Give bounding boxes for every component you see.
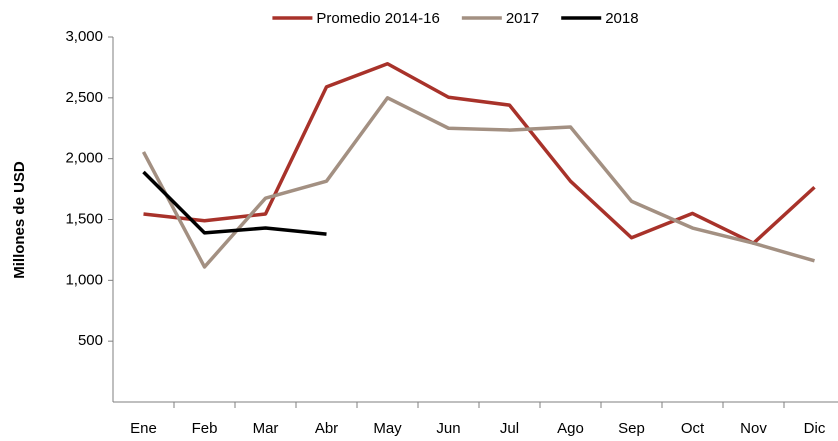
x-tick-label: Feb [192,420,218,437]
x-tick-label: Abr [315,420,338,437]
series-line [143,62,816,245]
legend-label: 2017 [506,10,539,27]
x-tick-label: Ene [130,420,157,437]
x-tick-label: Sep [618,420,645,437]
x-tick-label: Oct [681,420,705,437]
y-tick-label: 2,000 [65,150,103,167]
series-line [142,170,327,236]
y-tick-label: 3,000 [65,28,103,45]
series-line [141,96,815,269]
y-tick-label: 2,500 [65,89,103,106]
x-tick-label: Mar [253,420,279,437]
legend-label: Promedio 2014-16 [316,10,439,27]
x-tick-label: Dic [804,420,826,437]
y-tick-label: 1,500 [65,210,103,227]
x-tick-label: Ago [557,420,584,437]
y-tick-label: 1,000 [65,271,103,288]
y-tick-label: 500 [78,332,103,349]
x-tick-label: May [373,420,402,437]
x-tick-label: Jul [500,420,519,437]
x-tick-label: Jun [436,420,460,437]
legend-label: 2018 [605,10,638,27]
y-axis-label: Millones de USD [11,161,28,279]
x-tick-label: Nov [740,420,767,437]
